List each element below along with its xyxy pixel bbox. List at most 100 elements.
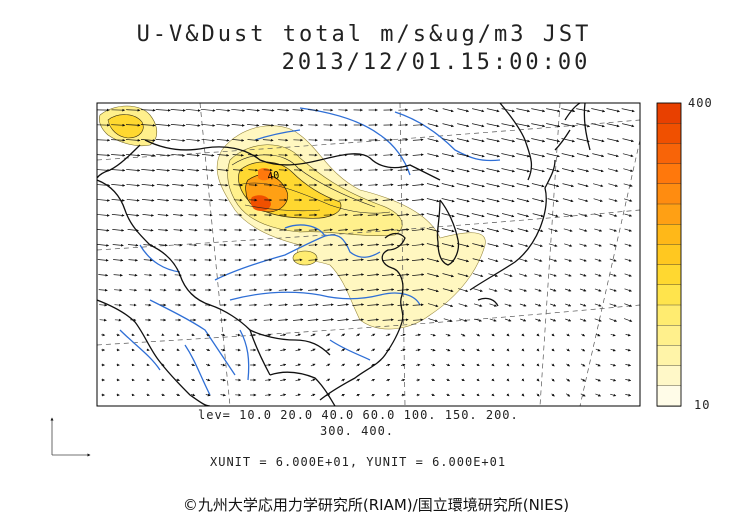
wind-arrow bbox=[337, 258, 349, 262]
wind-arrow bbox=[368, 198, 379, 202]
wind-arrow bbox=[536, 393, 540, 397]
colorbar-band bbox=[656, 304, 682, 326]
wind-arrow bbox=[457, 273, 469, 278]
wind-arrow bbox=[201, 138, 215, 142]
wind-arrow bbox=[142, 213, 154, 217]
wind-arrow bbox=[413, 318, 424, 322]
wind-arrow bbox=[487, 228, 500, 233]
wind-arrow bbox=[551, 348, 555, 352]
wind-arrow bbox=[430, 348, 436, 352]
wind-arrow bbox=[531, 168, 545, 173]
wind-arrow bbox=[563, 228, 573, 232]
wind-arrow bbox=[385, 348, 391, 352]
wind-arrow bbox=[187, 198, 199, 202]
wind-arrow bbox=[426, 228, 440, 233]
wind-arrow bbox=[141, 198, 155, 202]
wind-arrow bbox=[594, 243, 602, 247]
wind-arrow bbox=[292, 123, 304, 127]
wind-arrow bbox=[577, 168, 590, 173]
wind-arrow bbox=[411, 258, 425, 262]
wind-arrow bbox=[341, 363, 346, 367]
wind-arrow bbox=[516, 168, 530, 173]
wind-arrow bbox=[203, 213, 213, 217]
dust-shading bbox=[98, 105, 486, 330]
colorbar-band bbox=[656, 163, 682, 185]
wind-arrow bbox=[326, 393, 331, 397]
wind-arrow bbox=[549, 288, 557, 292]
wind-arrow bbox=[265, 363, 272, 367]
wind-arrow bbox=[111, 198, 125, 202]
wind-arrow bbox=[308, 288, 319, 292]
wind-arrow bbox=[326, 378, 331, 382]
wind-arrow bbox=[206, 363, 211, 367]
wind-arrow bbox=[471, 228, 485, 233]
wind-arrow bbox=[533, 243, 543, 247]
wind-arrow bbox=[427, 168, 440, 173]
wind-arrow bbox=[158, 228, 169, 232]
wind-arrow bbox=[191, 333, 195, 336]
wind-arrow bbox=[263, 153, 274, 157]
wind-arrow bbox=[142, 228, 154, 232]
wind-arrow bbox=[111, 213, 125, 217]
wind-arrow bbox=[97, 228, 110, 232]
wind-arrow bbox=[308, 243, 318, 247]
chart-title-line1: U-V&Dust total m/s&ug/m3 JST bbox=[136, 22, 592, 47]
wind-arrow bbox=[231, 123, 245, 127]
colorbar-band bbox=[656, 284, 682, 306]
wind-arrow bbox=[486, 198, 500, 203]
wind-arrow bbox=[397, 168, 409, 172]
wind-arrow bbox=[308, 273, 319, 277]
wind-arrow bbox=[546, 123, 561, 128]
wind-arrow bbox=[325, 363, 331, 367]
wind-arrow bbox=[111, 123, 126, 127]
wind-arrow bbox=[292, 318, 304, 322]
wind-arrow bbox=[445, 333, 451, 337]
wind-arrow bbox=[187, 168, 200, 172]
wind-arrow bbox=[157, 198, 170, 202]
wind-arrow bbox=[293, 288, 304, 292]
wind-arrow bbox=[456, 213, 470, 218]
wind-arrow bbox=[97, 258, 109, 262]
wind-arrow bbox=[591, 138, 605, 143]
wind-arrow bbox=[430, 333, 436, 337]
wind-arrow bbox=[367, 273, 380, 277]
wind-arrow bbox=[172, 183, 185, 187]
wind-arrow bbox=[594, 288, 602, 292]
wind-arrow bbox=[593, 198, 603, 202]
map-frame bbox=[96, 102, 641, 407]
wind-arrow bbox=[171, 153, 186, 157]
wind-arrow bbox=[112, 243, 124, 247]
wind-arrow bbox=[622, 138, 634, 143]
wind-arrow bbox=[356, 378, 361, 382]
wind-arrow bbox=[488, 288, 498, 292]
wind-arrow bbox=[457, 258, 470, 263]
wind-arrow bbox=[506, 333, 510, 337]
wind-arrow bbox=[609, 258, 617, 262]
wind-arrow bbox=[186, 153, 200, 157]
wind-arrow bbox=[141, 183, 155, 187]
wind-arrow bbox=[441, 243, 455, 248]
wind-arrow bbox=[97, 168, 111, 172]
wind-arrow bbox=[625, 348, 631, 352]
wind-arrow bbox=[412, 273, 425, 277]
wind-arrow bbox=[323, 243, 334, 247]
wind-arrow bbox=[562, 168, 575, 173]
wind-arrow bbox=[97, 198, 110, 202]
wind-arrow bbox=[382, 183, 394, 187]
wind-arrow bbox=[127, 228, 139, 232]
wind-arrow bbox=[426, 213, 440, 218]
wind-arrow bbox=[491, 378, 495, 382]
wind-arrow bbox=[561, 123, 576, 128]
wind-arrow bbox=[442, 258, 455, 263]
wind-arrow bbox=[146, 393, 150, 397]
wind-arrow bbox=[322, 318, 334, 322]
wind-arrow bbox=[427, 273, 440, 278]
wind-arrow bbox=[412, 153, 424, 157]
wind-arrow bbox=[564, 243, 573, 247]
wind-arrow bbox=[295, 363, 301, 367]
wind-arrow bbox=[441, 198, 455, 203]
wind-arrow bbox=[397, 303, 409, 307]
wind-arrow bbox=[427, 288, 439, 293]
wind-arrow bbox=[307, 303, 319, 307]
wind-arrow bbox=[594, 228, 603, 232]
